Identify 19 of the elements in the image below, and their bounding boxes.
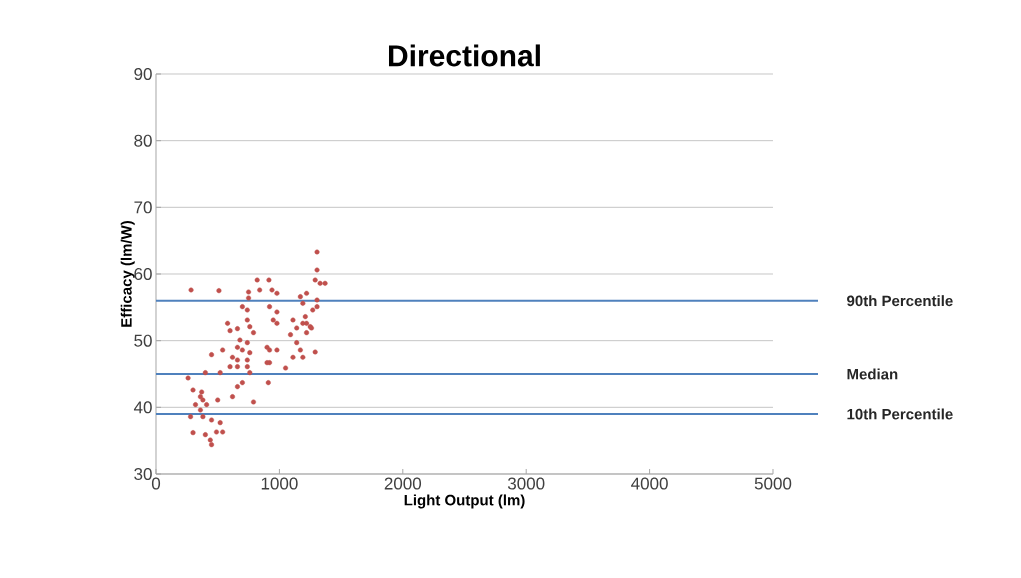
y-tick-label: 50 [134, 334, 152, 347]
y-axis-title: Efficacy (lm/W) [120, 220, 135, 327]
ref-line-label: Median [847, 368, 898, 380]
x-tick-label: 4000 [631, 477, 668, 490]
y-tick-label: 70 [134, 201, 152, 214]
chart-title: Directional [388, 44, 540, 67]
x-tick-label: 0 [151, 477, 161, 490]
x-tick-label: 5000 [754, 477, 792, 490]
x-tick-label: 3000 [507, 477, 545, 490]
x-axis-title: Light Output (lm) [404, 494, 525, 509]
x-tick-label: 1000 [261, 477, 298, 490]
x-tick-label: 2000 [384, 477, 422, 490]
ref-line-label: 90th Percentile [847, 295, 953, 307]
y-tick-label: 90 [134, 67, 152, 81]
ref-line-label: 10th Percentile [847, 408, 953, 420]
y-tick-label: 80 [134, 134, 152, 147]
y-tick-label: 30 [134, 467, 152, 481]
y-tick-label: 60 [134, 267, 152, 281]
y-tick-label: 40 [133, 401, 152, 414]
